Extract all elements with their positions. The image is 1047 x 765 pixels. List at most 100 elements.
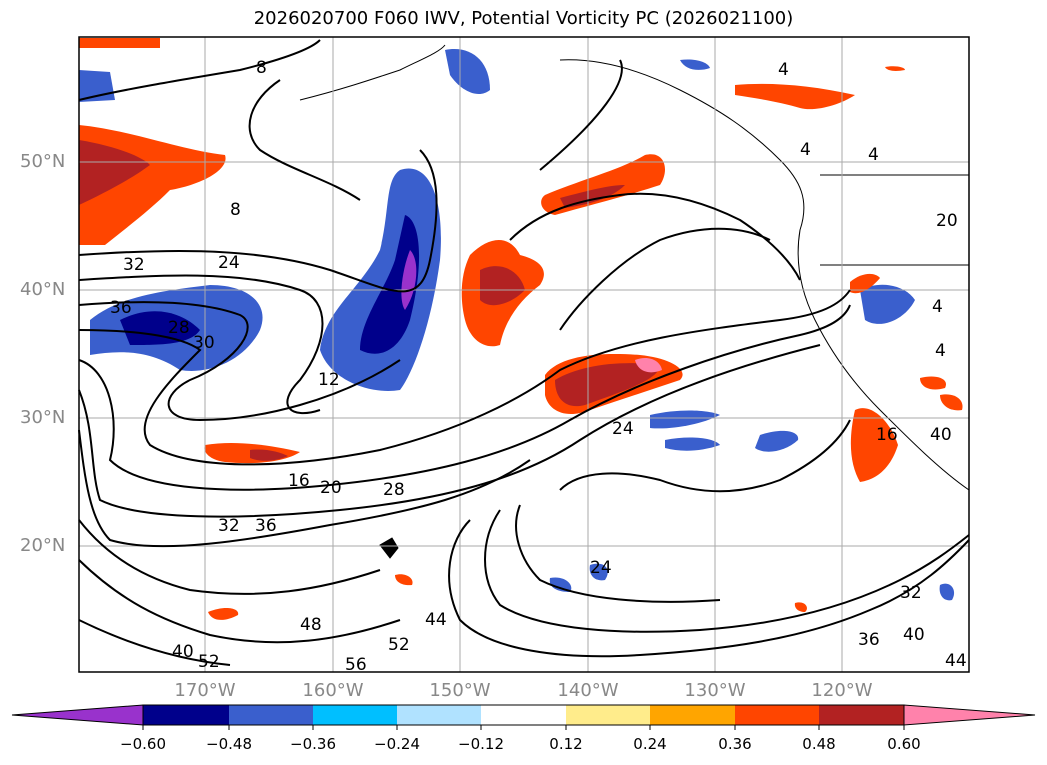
pv-anomaly-fills bbox=[79, 38, 963, 620]
pv-pos-peak bbox=[635, 358, 662, 373]
contour-label: 40 bbox=[903, 625, 925, 645]
iwv-contours bbox=[78, 39, 970, 666]
pv-neg-core bbox=[360, 215, 420, 354]
contour-label: 24 bbox=[218, 253, 240, 273]
pv-pos-region bbox=[940, 394, 963, 411]
contour-label: 4 bbox=[932, 297, 943, 317]
lon-label-170w: 170°W bbox=[174, 680, 236, 701]
coastlines bbox=[299, 44, 970, 559]
iwv-contour bbox=[559, 227, 771, 331]
iwv-contour bbox=[539, 59, 623, 171]
lon-label-130w: 130°W bbox=[684, 680, 746, 701]
contour-label: 44 bbox=[425, 610, 447, 630]
pv-neg-region bbox=[939, 583, 955, 601]
iwv-contour bbox=[78, 619, 231, 666]
colorbar-segment bbox=[819, 705, 904, 725]
iwv-contour bbox=[78, 559, 401, 644]
iwv-contour bbox=[78, 301, 401, 422]
map-title: 2026020700 F060 IWV, Potential Vorticity… bbox=[253, 8, 794, 29]
colorbar-tick-label: 0.12 bbox=[549, 735, 583, 753]
contour-label: 24 bbox=[590, 558, 612, 578]
pv-pos-region bbox=[79, 38, 160, 48]
pv-neg-region bbox=[79, 70, 115, 102]
iwv-contour bbox=[78, 39, 321, 101]
contour-label: 36 bbox=[110, 298, 132, 318]
contour-label: 4 bbox=[778, 60, 789, 80]
pv-pos-core bbox=[480, 266, 525, 306]
colorbar-segment bbox=[481, 705, 566, 725]
gridlines bbox=[79, 37, 969, 672]
contour-label: 48 bbox=[300, 615, 322, 635]
contour-label: 30 bbox=[193, 333, 215, 353]
pv-pos-core bbox=[560, 185, 625, 208]
colorbar-tick-label: 0.36 bbox=[718, 735, 752, 753]
pv-neg-region bbox=[665, 437, 720, 451]
pv-pos-region bbox=[735, 83, 855, 110]
pv-neg-region bbox=[755, 430, 799, 452]
hawaii-island bbox=[379, 537, 399, 559]
colorbar-segment bbox=[735, 705, 819, 725]
contour-label: 20 bbox=[320, 478, 342, 498]
pv-pos-region bbox=[850, 408, 898, 482]
gulf-coast bbox=[559, 59, 970, 491]
colorbar-tick-label: −0.48 bbox=[206, 735, 252, 753]
iwv-contour bbox=[78, 149, 438, 293]
colorbar-segment bbox=[650, 705, 735, 725]
contour-label: 36 bbox=[858, 630, 880, 650]
colorbar-tick-label: 0.60 bbox=[887, 735, 921, 753]
pv-neg-region bbox=[549, 577, 572, 592]
colorbar-segment bbox=[229, 705, 313, 725]
pv-neg-region bbox=[445, 49, 490, 95]
iwv-contour bbox=[78, 429, 531, 548]
iwv-contour bbox=[448, 519, 970, 658]
pv-neg-core bbox=[120, 311, 200, 345]
iwv-contour bbox=[78, 304, 851, 491]
colorbar bbox=[11, 704, 1036, 730]
colorbar-frame bbox=[142, 704, 905, 726]
contour-label: 32 bbox=[123, 255, 145, 275]
contour-label: 24 bbox=[612, 419, 634, 439]
iwv-contour bbox=[248, 79, 361, 201]
contour-label-group: 8 8 4 4 4 4 4 32 24 36 28 30 12 24 16 20… bbox=[110, 58, 967, 675]
map-frame bbox=[78, 36, 970, 673]
lat-label-40n: 40°N bbox=[20, 279, 66, 300]
contour-label: 4 bbox=[800, 140, 811, 160]
iwv-contour bbox=[78, 274, 324, 415]
lat-label-50n: 50°N bbox=[20, 151, 66, 172]
contour-label: 32 bbox=[900, 583, 922, 603]
iwv-contour bbox=[509, 192, 801, 281]
colorbar-tick-label: −0.12 bbox=[458, 735, 504, 753]
contour-label: 8 bbox=[256, 58, 267, 78]
pv-neg-region bbox=[589, 563, 608, 581]
iwv-contour bbox=[559, 419, 851, 493]
pv-pos-core bbox=[79, 140, 150, 205]
pv-pos-region bbox=[208, 608, 239, 620]
pv-pos-core bbox=[555, 363, 660, 407]
pv-neg-region bbox=[860, 284, 915, 324]
colorbar-min-extend bbox=[11, 704, 144, 726]
contour-label: 4 bbox=[868, 145, 879, 165]
contour-label: 8 bbox=[230, 200, 241, 220]
colorbar-max-extend bbox=[903, 704, 1036, 726]
contour-label: 28 bbox=[383, 480, 405, 500]
contour-label: 52 bbox=[198, 652, 220, 672]
contour-label: 16 bbox=[288, 471, 310, 491]
contour-label: 56 bbox=[345, 655, 367, 675]
lon-label-160w: 160°W bbox=[302, 680, 364, 701]
contour-label: 36 bbox=[255, 516, 277, 536]
pv-pos-region bbox=[395, 574, 413, 586]
iwv-contour bbox=[78, 289, 851, 466]
colorbar-segment bbox=[397, 705, 481, 725]
contour-label: 52 bbox=[388, 635, 410, 655]
colorbar-segment bbox=[566, 705, 650, 725]
contour-label: 32 bbox=[218, 516, 240, 536]
pv-pos-region bbox=[885, 66, 905, 71]
contour-label: 40 bbox=[172, 642, 194, 662]
contour-label: 20 bbox=[936, 211, 958, 231]
lat-label-20n: 20°N bbox=[20, 535, 66, 556]
colorbar-segment bbox=[143, 705, 229, 725]
pv-pos-region bbox=[850, 273, 880, 294]
pv-pos-region bbox=[920, 376, 946, 390]
colorbar-tick-label: −0.36 bbox=[290, 735, 336, 753]
